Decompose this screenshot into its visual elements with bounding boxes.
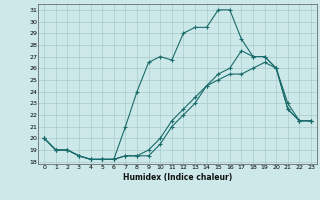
X-axis label: Humidex (Indice chaleur): Humidex (Indice chaleur) bbox=[123, 173, 232, 182]
